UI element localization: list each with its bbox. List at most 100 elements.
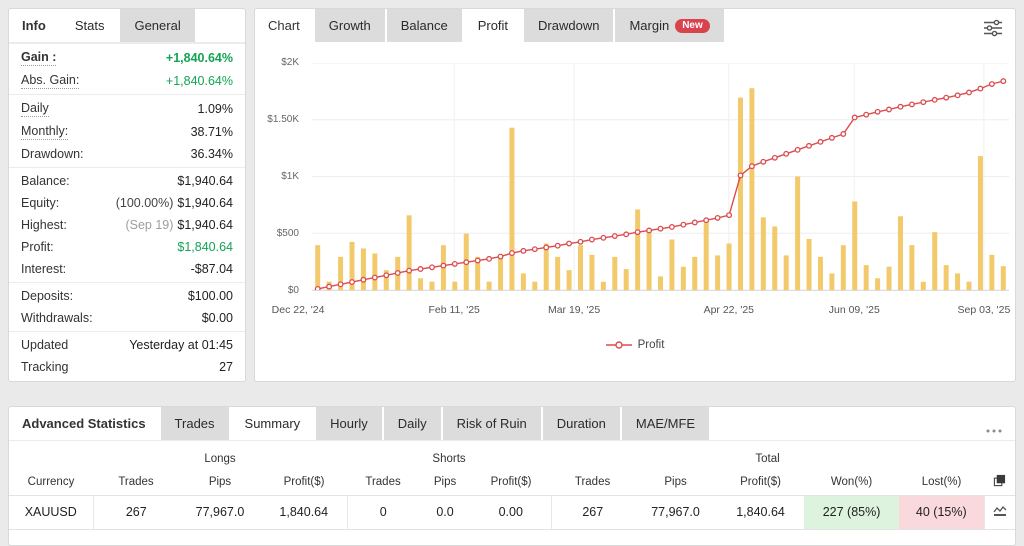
profit-chart-plot[interactable] xyxy=(312,63,1009,291)
chart-tabs: Chart Growth Balance Profit Drawdown Mar… xyxy=(255,9,1015,42)
tab-margin-label: Margin xyxy=(629,18,670,33)
stat-row-deposits: Deposits: $100.00 xyxy=(9,285,245,307)
tab-drawdown-label: Drawdown xyxy=(538,18,600,33)
tab-duration[interactable]: Duration xyxy=(542,407,620,440)
more-options-button[interactable] xyxy=(985,421,1003,439)
tab-growth[interactable]: Growth xyxy=(314,9,385,42)
tab-duration-label: Duration xyxy=(556,416,606,431)
cell-total-pips: 77,967.0 xyxy=(634,494,718,530)
stat-row-highest: Highest: (Sep 19) $1,940.64 xyxy=(9,214,245,236)
x-tick-label: Feb 11, '25 xyxy=(428,304,480,316)
chart-settings-button[interactable] xyxy=(983,19,1003,42)
advanced-statistics-panel: Advanced Statistics Trades Summary Hourl… xyxy=(8,406,1016,546)
highest-value: (Sep 19) $1,940.64 xyxy=(125,217,233,233)
balance-value: $1,940.64 xyxy=(177,174,233,188)
gain-label[interactable]: Gain : xyxy=(21,50,57,66)
abs-gain-value: +1,840.64% xyxy=(165,73,233,88)
chart-panel: Chart Growth Balance Profit Drawdown Mar… xyxy=(254,8,1016,382)
tab-growth-label: Growth xyxy=(328,18,371,33)
drawdown-value: 36.34% xyxy=(190,147,233,161)
abs-gain-label[interactable]: Abs. Gain: xyxy=(21,73,80,89)
tab-hourly[interactable]: Hourly xyxy=(316,407,382,440)
daily-label[interactable]: Daily xyxy=(21,101,49,117)
group-header-longs: Longs xyxy=(204,452,236,465)
gain-value: +1,840.64% xyxy=(165,50,233,65)
updated-label: Updated xyxy=(21,338,69,352)
stat-row-withdrawals: Withdrawals: $0.00 xyxy=(9,307,245,329)
tab-general-label: General xyxy=(134,18,181,33)
tab-profit-label: Profit xyxy=(477,18,509,33)
chart-x-axis: Dec 22, '24 Feb 11, '25 Mar 19, '25 Apr 22,… xyxy=(272,304,1011,318)
table-column-header-row: Currency Trades Pips Profit($) Trades Pi… xyxy=(9,469,1015,495)
advanced-statistics-tabs: Advanced Statistics Trades Summary Hourl… xyxy=(9,407,1015,441)
tab-trades[interactable]: Trades xyxy=(160,407,229,440)
tab-stats[interactable]: Stats xyxy=(60,9,119,42)
profit-label: Profit: xyxy=(21,240,54,254)
tracking-value: 27 xyxy=(219,360,233,374)
monthly-label[interactable]: Monthly: xyxy=(21,124,69,140)
y-tick-label: $0 xyxy=(287,285,299,296)
tab-risk-of-ruin[interactable]: Risk of Ruin xyxy=(442,407,541,440)
tab-mae-mfe-label: MAE/MFE xyxy=(635,416,696,431)
chart-panel-label: Chart xyxy=(268,18,300,33)
tab-drawdown[interactable]: Drawdown xyxy=(524,9,614,42)
daily-value: 1.09% xyxy=(197,101,233,116)
col-currency: Currency xyxy=(27,475,75,488)
tab-general[interactable]: General xyxy=(120,9,195,42)
withdrawals-value: $0.00 xyxy=(201,311,233,325)
stats-group-meta: Updated Yesterday at 01:45 Tracking 27 xyxy=(9,331,245,380)
col-lost: Lost(%) xyxy=(921,475,962,488)
advanced-statistics-label: Advanced Statistics xyxy=(22,416,146,431)
chart-y-axis: $0 $500 $1K $1.50K $2K xyxy=(255,57,305,296)
tracking-label: Tracking xyxy=(21,360,69,374)
cell-longs-pips: 77,967.0 xyxy=(179,494,261,530)
stat-row-drawdown: Drawdown: 36.34% xyxy=(9,143,245,165)
tab-balance[interactable]: Balance xyxy=(386,9,462,42)
cell-longs-trades: 267 xyxy=(92,494,179,530)
tab-daily[interactable]: Daily xyxy=(383,407,441,440)
profit-value: $1,840.64 xyxy=(177,240,233,254)
cell-total-trades: 267 xyxy=(550,494,635,530)
stat-row-interest: Interest: -$87.04 xyxy=(9,258,245,280)
stat-row-equity: Equity: (100.00%) $1,940.64 xyxy=(9,192,245,214)
chart-legend: Profit xyxy=(255,339,1015,351)
copy-table-button[interactable] xyxy=(984,469,1015,495)
copy-icon xyxy=(993,474,1006,486)
tab-mae-mfe[interactable]: MAE/MFE xyxy=(621,407,710,440)
drawdown-label: Drawdown: xyxy=(21,147,84,161)
y-tick-label: $1K xyxy=(281,171,299,182)
table-row[interactable]: XAUUSD 267 77,967.0 1,840.64 0 0.0 0.00 … xyxy=(9,494,1016,530)
tab-summary[interactable]: Summary xyxy=(230,407,315,440)
tab-margin[interactable]: Margin New xyxy=(615,9,724,42)
col-total-pips: Pips xyxy=(664,475,687,488)
tab-profit[interactable]: Profit xyxy=(463,9,523,42)
y-tick-label: $500 xyxy=(276,228,299,239)
row-chart-button[interactable] xyxy=(983,494,1016,530)
table-group-header-row: Longs Shorts Total xyxy=(9,448,1015,469)
info-panel: Info Stats General Gain : +1,840.64% Abs… xyxy=(8,8,246,382)
stat-row-balance: Balance: $1,940.64 xyxy=(9,170,245,192)
col-won: Won(%) xyxy=(830,475,873,488)
monthly-value: 38.71% xyxy=(190,124,233,139)
tab-stats-label: Stats xyxy=(74,18,105,33)
col-shorts-pips: Pips xyxy=(433,475,457,488)
cell-currency: XAUUSD xyxy=(9,494,93,530)
tab-summary-label: Summary xyxy=(244,416,301,431)
stat-row-tracking: Tracking 27 xyxy=(9,356,245,378)
cell-longs-profit: 1,840.64 xyxy=(261,494,348,530)
stat-row-abs-gain: Abs. Gain: +1,840.64% xyxy=(9,69,245,92)
cell-lost: 40 (15%) xyxy=(899,494,985,530)
equity-value: (100.00%) $1,940.64 xyxy=(116,195,233,211)
highest-label: Highest: xyxy=(21,218,67,232)
col-longs-trades: Trades xyxy=(118,475,154,488)
cell-shorts-profit: 0.00 xyxy=(471,494,552,530)
cell-total-profit: 1,840.64 xyxy=(717,494,805,530)
stat-row-updated: Updated Yesterday at 01:45 xyxy=(9,334,245,356)
new-badge: New xyxy=(675,18,710,33)
stats-group-balance: Balance: $1,940.64 Equity: (100.00%) $1,9… xyxy=(9,167,245,282)
cell-shorts-pips: 0.0 xyxy=(419,494,472,530)
balance-label: Balance: xyxy=(21,174,70,188)
legend-profit-label: Profit xyxy=(637,339,665,351)
group-header-total: Total xyxy=(755,452,780,465)
tab-trades-label: Trades xyxy=(174,416,215,431)
